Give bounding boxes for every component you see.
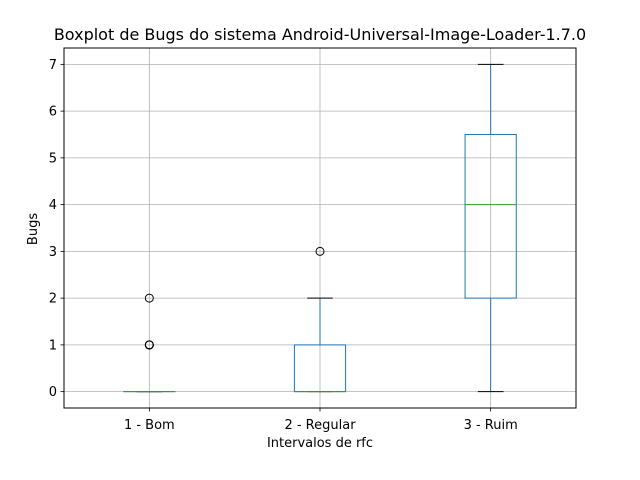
y-tick-label: 2 [49, 292, 57, 307]
y-tick-label: 1 [49, 338, 57, 353]
box-series [123, 63, 517, 393]
x-tick-label: 3 - Ruim [464, 418, 518, 433]
outlier-point [315, 246, 325, 256]
y-axis: 0 1 2 3 4 5 6 7 [49, 58, 64, 400]
grid-lines [64, 48, 576, 408]
x-axis-label: Intervalos de rfc [267, 436, 373, 451]
box-group [464, 63, 517, 393]
box-iqr [464, 133, 517, 299]
x-tick-label: 2 - Regular [284, 418, 356, 433]
y-axis-label: Bugs [26, 213, 41, 245]
chart-title: Boxplot de Bugs do sistema Android-Unive… [54, 25, 586, 44]
x-tick-label: 1 - Bom [124, 418, 175, 433]
box-group [293, 246, 347, 393]
y-tick-label: 5 [49, 151, 57, 166]
outlier-point [144, 340, 154, 350]
y-tick-label: 0 [49, 385, 57, 400]
y-tick-label: 6 [49, 105, 57, 120]
y-tick-label: 4 [49, 198, 57, 213]
y-tick-label: 3 [49, 245, 57, 260]
outlier-point [144, 293, 154, 303]
y-tick-label: 7 [49, 58, 57, 73]
x-axis: 1 - Bom 2 - Regular 3 - Ruim [124, 408, 518, 433]
box-group [123, 293, 176, 393]
